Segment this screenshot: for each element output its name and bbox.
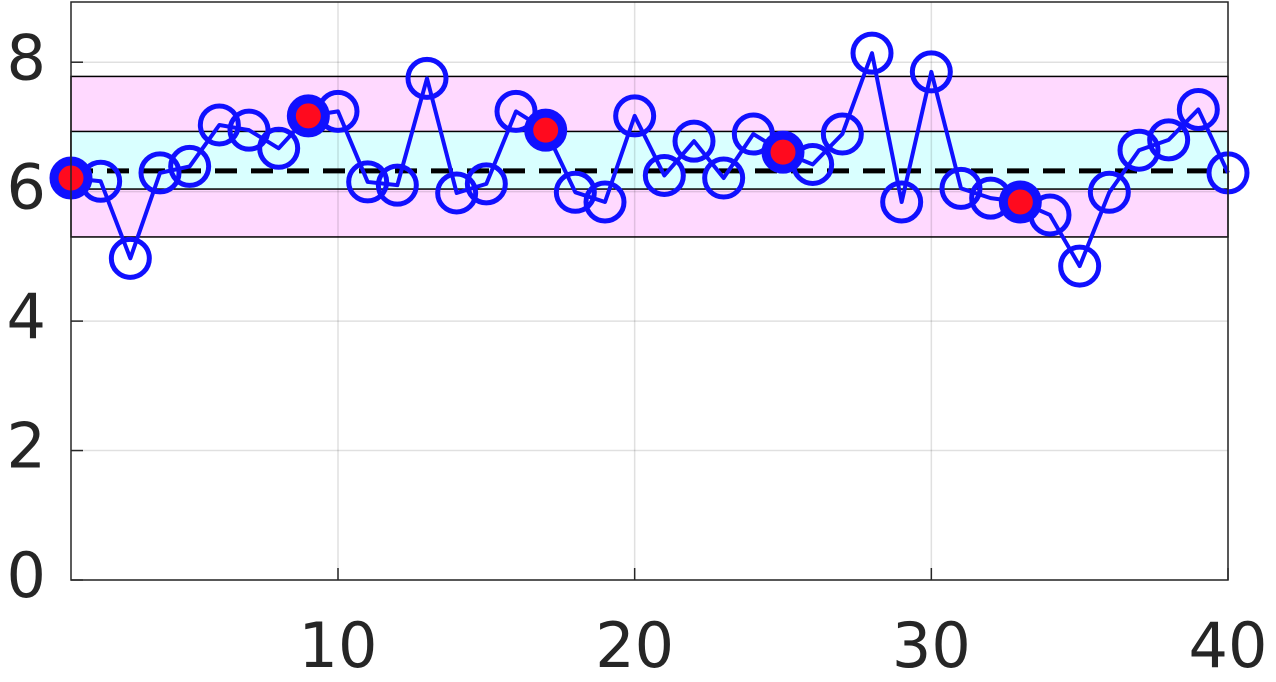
marker: [553, 170, 597, 214]
highlight-marker: [1000, 182, 1040, 222]
marker: [642, 153, 686, 197]
marker: [494, 89, 538, 133]
y-tick-label: 2: [7, 410, 46, 483]
marker: [939, 166, 983, 210]
marker: [702, 156, 746, 200]
marker: [257, 126, 301, 170]
marker: [1176, 87, 1220, 131]
marker: [168, 144, 212, 188]
marker: [1058, 244, 1102, 288]
marker: [1117, 128, 1161, 172]
marker: [880, 180, 924, 224]
marker: [672, 119, 716, 163]
marker: [909, 50, 953, 94]
x-tick-label: 20: [595, 609, 674, 682]
marker: [435, 171, 479, 215]
x-tick-label: 40: [1189, 609, 1268, 682]
marker: [613, 94, 657, 138]
marker: [464, 162, 508, 206]
y-tick-label: 0: [7, 539, 46, 612]
y-tick-label: 4: [7, 280, 46, 353]
marker: [197, 103, 241, 147]
x-tick-label: 30: [892, 609, 971, 682]
marker: [108, 236, 152, 280]
marker: [583, 180, 627, 224]
y-tick-label: 8: [7, 21, 46, 94]
y-tick-label: 6: [7, 151, 46, 224]
axes-box: [70, 1, 1229, 581]
x-tick-label: 10: [299, 609, 378, 682]
marker: [405, 56, 449, 100]
marker: [1147, 118, 1191, 162]
highlight-marker: [526, 110, 566, 150]
marker: [375, 163, 419, 207]
marker: [346, 160, 390, 204]
marker: [820, 112, 864, 156]
marker: [1087, 170, 1131, 214]
highlight-marker: [288, 96, 328, 136]
marker: [138, 151, 182, 195]
marker: [850, 31, 894, 75]
highlight-marker: [763, 132, 803, 172]
